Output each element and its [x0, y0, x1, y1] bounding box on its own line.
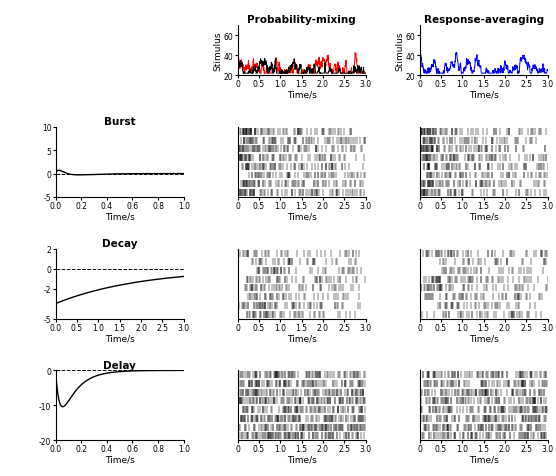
Y-axis label: Stimulus: Stimulus	[214, 31, 222, 71]
Title: Burst: Burst	[104, 117, 136, 127]
X-axis label: Time/s: Time/s	[287, 455, 316, 464]
X-axis label: Time/s: Time/s	[287, 90, 316, 99]
Title: Response-averaging: Response-averaging	[424, 15, 544, 25]
X-axis label: Time/s: Time/s	[469, 90, 499, 99]
X-axis label: Time/s: Time/s	[105, 212, 135, 221]
Y-axis label: Stimulus: Stimulus	[395, 31, 404, 71]
Title: Probability-mixing: Probability-mixing	[247, 15, 356, 25]
X-axis label: Time/s: Time/s	[105, 455, 135, 464]
X-axis label: Time/s: Time/s	[469, 333, 499, 342]
X-axis label: Time/s: Time/s	[469, 455, 499, 464]
X-axis label: Time/s: Time/s	[287, 333, 316, 342]
X-axis label: Time/s: Time/s	[287, 212, 316, 221]
X-axis label: Time/s: Time/s	[105, 333, 135, 342]
X-axis label: Time/s: Time/s	[469, 212, 499, 221]
Title: Delay: Delay	[103, 360, 136, 370]
Title: Decay: Decay	[102, 238, 137, 248]
